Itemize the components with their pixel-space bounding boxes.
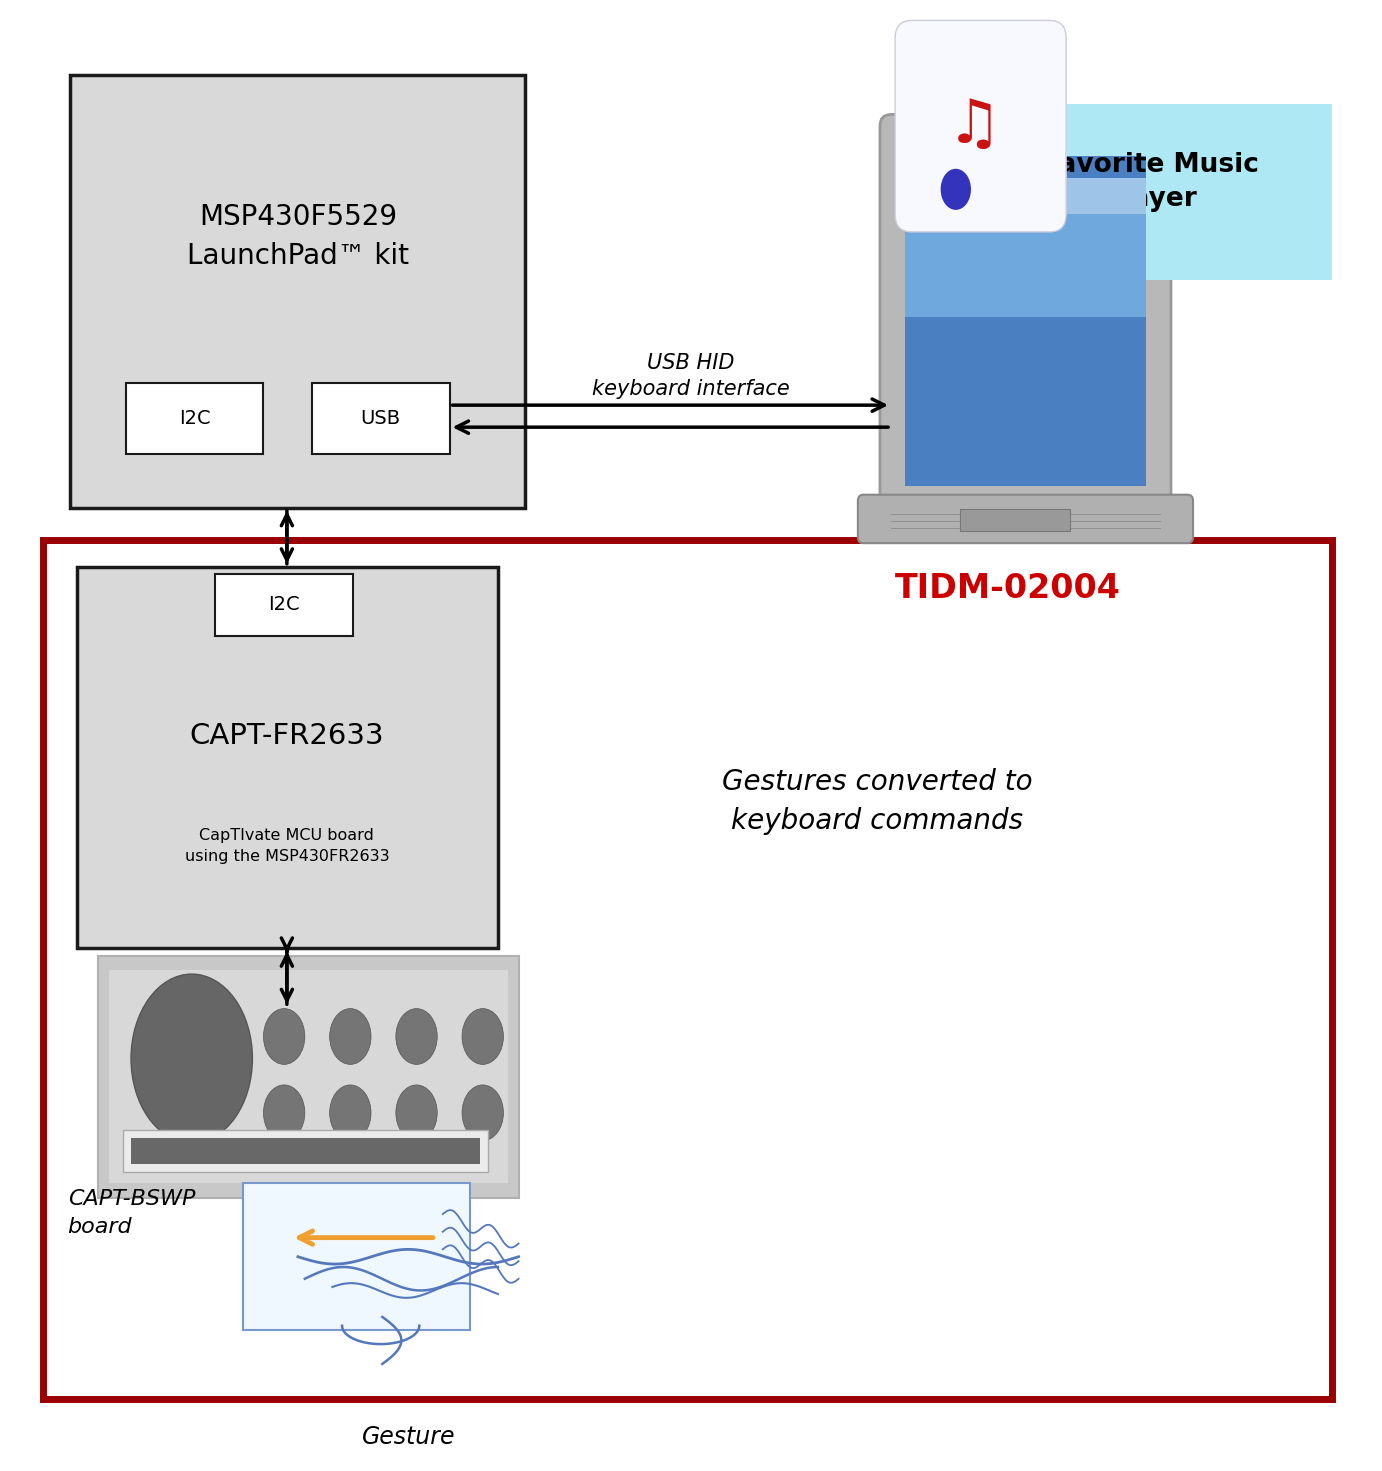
FancyBboxPatch shape xyxy=(98,956,518,1197)
Text: TIDM-02004: TIDM-02004 xyxy=(896,572,1121,605)
Text: CapTIvate MCU board
using the MSP430FR2633: CapTIvate MCU board using the MSP430FR26… xyxy=(185,828,390,863)
FancyBboxPatch shape xyxy=(70,75,525,507)
FancyBboxPatch shape xyxy=(905,185,1146,318)
FancyBboxPatch shape xyxy=(123,1130,488,1171)
Ellipse shape xyxy=(941,169,972,210)
FancyBboxPatch shape xyxy=(880,115,1171,519)
Text: USB HID
keyboard interface: USB HID keyboard interface xyxy=(591,353,791,399)
Text: Gestures converted to
keyboard commands: Gestures converted to keyboard commands xyxy=(721,768,1032,836)
FancyBboxPatch shape xyxy=(312,382,449,453)
FancyBboxPatch shape xyxy=(216,574,352,635)
FancyBboxPatch shape xyxy=(858,494,1193,543)
Ellipse shape xyxy=(395,1086,437,1140)
Text: USB: USB xyxy=(361,409,401,428)
FancyBboxPatch shape xyxy=(905,178,1146,215)
FancyBboxPatch shape xyxy=(109,971,507,1183)
Text: ♫: ♫ xyxy=(947,97,1001,156)
Text: I2C: I2C xyxy=(178,409,210,428)
Ellipse shape xyxy=(462,1009,503,1065)
Ellipse shape xyxy=(462,1086,503,1140)
FancyBboxPatch shape xyxy=(905,156,1146,485)
Text: I2C: I2C xyxy=(268,596,300,615)
Ellipse shape xyxy=(330,1086,370,1140)
Text: Favorite Music
Player: Favorite Music Player xyxy=(1042,152,1259,212)
FancyBboxPatch shape xyxy=(896,21,1066,232)
FancyBboxPatch shape xyxy=(243,1183,470,1330)
Ellipse shape xyxy=(395,1009,437,1065)
Ellipse shape xyxy=(131,974,253,1143)
Text: MSP430F5529
LaunchPad™ kit: MSP430F5529 LaunchPad™ kit xyxy=(187,203,409,269)
FancyBboxPatch shape xyxy=(126,382,264,453)
Ellipse shape xyxy=(330,1009,370,1065)
FancyBboxPatch shape xyxy=(131,1137,480,1164)
FancyBboxPatch shape xyxy=(960,509,1070,531)
Ellipse shape xyxy=(264,1086,305,1140)
Text: CAPT-FR2633: CAPT-FR2633 xyxy=(189,721,384,750)
Ellipse shape xyxy=(264,1009,305,1065)
Text: Gesture: Gesture xyxy=(362,1425,455,1449)
Text: CAPT-BSWP
board: CAPT-BSWP board xyxy=(68,1189,195,1237)
FancyBboxPatch shape xyxy=(77,566,498,949)
FancyBboxPatch shape xyxy=(967,104,1332,281)
